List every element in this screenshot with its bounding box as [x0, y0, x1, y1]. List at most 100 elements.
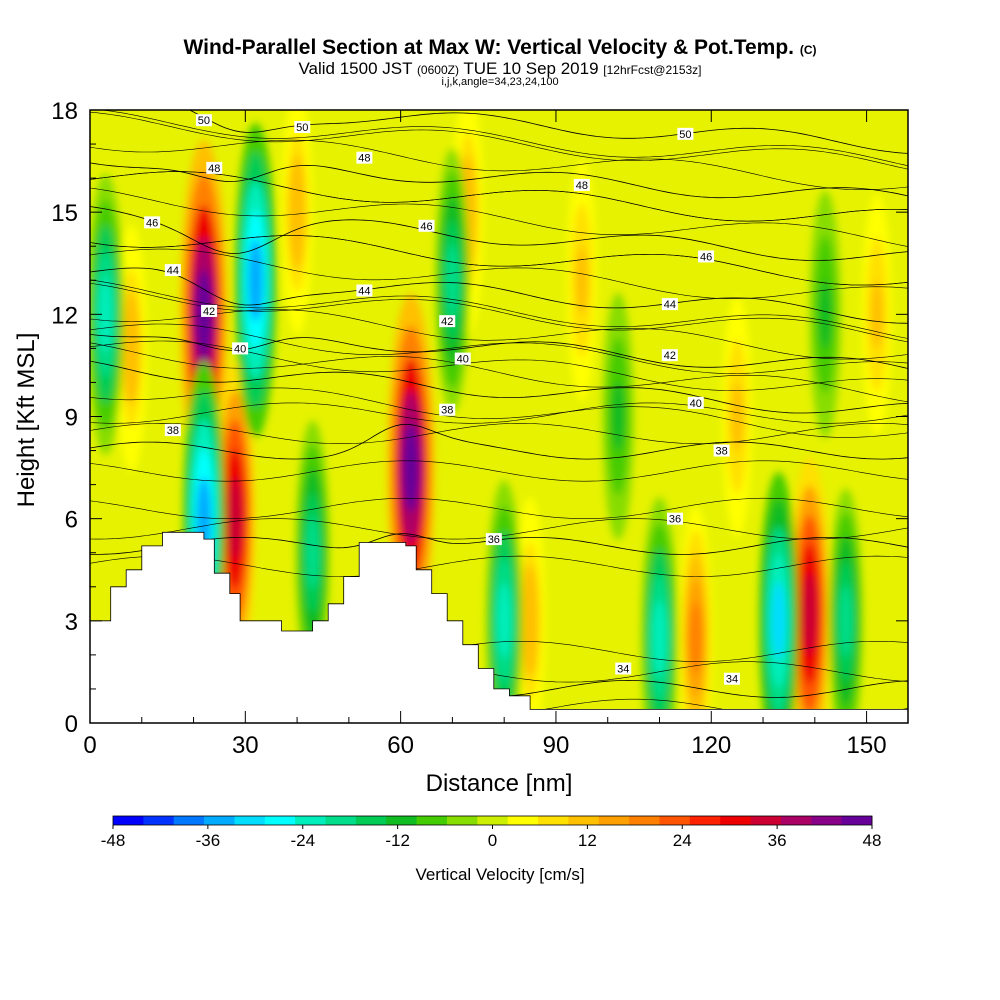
x-tick-label: 30 — [232, 732, 259, 759]
isentrope-label-text: 40 — [234, 343, 246, 355]
updraft-cell — [802, 572, 818, 656]
isentrope-label-text: 34 — [617, 664, 629, 676]
y-tick-label: 15 — [51, 200, 78, 227]
isentrope-label-text: 46 — [700, 251, 712, 263]
updraft-cell — [689, 601, 703, 674]
colorbar-label: -36 — [196, 831, 221, 850]
isentrope-label-text: 36 — [669, 514, 681, 526]
isentrope-minor — [90, 279, 908, 339]
colorbar-swatch — [355, 816, 387, 825]
isentrope-label-text: 44 — [664, 299, 676, 311]
y-tick-label: 18 — [51, 98, 78, 125]
isentrope-label-text: 38 — [167, 425, 179, 437]
colorbar-title: Vertical Velocity [cm/s] — [415, 865, 584, 884]
colorbar-swatch — [720, 816, 751, 825]
updraft-cell — [575, 246, 589, 315]
isentrope-minor — [90, 555, 908, 577]
x-tick-label: 60 — [387, 732, 414, 759]
isentrope-minor — [90, 460, 908, 482]
colorbar-swatch — [264, 816, 296, 825]
chart-indices: i,j,k,angle=34,23,24,100 — [441, 76, 559, 88]
isentrope-label-text: 36 — [488, 534, 500, 546]
isentrope-label-text: 42 — [441, 316, 453, 328]
downdraft-cell — [98, 276, 113, 353]
isentrope-minor — [90, 111, 908, 170]
isentrope-label-text: 40 — [457, 354, 469, 366]
isentrope-label: 44 — [164, 264, 181, 277]
downdraft-cell — [497, 583, 512, 659]
isentrope-minor — [90, 171, 908, 222]
isentrope-label: 38 — [164, 424, 181, 437]
x-tick-label: 120 — [691, 732, 731, 759]
y-axis-label: Height [Kft MSL] — [13, 333, 40, 508]
y-tick-label: 3 — [65, 609, 78, 636]
isentrope-label-text: 50 — [198, 115, 210, 127]
terrain-mask — [90, 531, 908, 723]
isentrope-label-text: 50 — [296, 122, 308, 134]
isentrope-label-text: 46 — [146, 217, 158, 229]
isentrope-minor — [90, 283, 908, 343]
isentrope-label-text: 46 — [420, 221, 432, 233]
downdraft-cell — [652, 600, 667, 676]
y-tick-label: 9 — [65, 405, 78, 432]
colorbar-swatch — [446, 816, 478, 825]
isentrope-minor — [90, 497, 908, 520]
colorbar-swatch — [325, 816, 357, 825]
isentrope-labels: 50 50 50 48 48 48 46 46 46 44 44 44 42 42 42 40 40 40 38 38… — [144, 114, 740, 686]
downdraft-cell — [306, 516, 320, 589]
colorbar-swatch — [538, 816, 569, 825]
isentrope-minor — [90, 422, 908, 444]
isentrope-label: 44 — [356, 284, 373, 297]
colorbar: -48 -36 -24 -12 0 12 24 36 48 — [101, 815, 882, 850]
isentrope-44 — [90, 267, 908, 324]
isentrope-label-text: 48 — [358, 153, 370, 165]
isentrope-label: 40 — [232, 342, 249, 355]
isentrope-label-text: 40 — [690, 398, 702, 410]
downdraft-cell — [771, 581, 786, 661]
colorbar-label: 0 — [488, 831, 497, 850]
x-tick-label: 90 — [543, 732, 570, 759]
isentrope-label: 40 — [687, 396, 704, 410]
downdraft-cell — [248, 239, 264, 322]
isentrope-label: 40 — [454, 352, 471, 366]
colorbar-label: 36 — [768, 831, 787, 850]
isentrope-label-text: 48 — [208, 163, 220, 175]
x-tick-label: 0 — [83, 732, 96, 759]
isentrope-label-text: 42 — [664, 350, 676, 362]
colorbar-swatch — [659, 816, 691, 825]
colorbar-label: 48 — [863, 831, 882, 850]
isentrope-minor — [90, 402, 908, 424]
isentrope-label-text: 42 — [203, 306, 215, 318]
isentrope-label-text: 44 — [167, 265, 179, 277]
x-axis-label: Distance [nm] — [426, 770, 573, 797]
colorbar-swatch — [204, 816, 235, 825]
isentrope-label: 46 — [698, 250, 715, 263]
isentrope-label-text: 38 — [441, 405, 453, 417]
downdraft-cell — [611, 382, 625, 451]
colorbar-swatch — [689, 816, 721, 825]
isentrope-minor — [99, 110, 908, 167]
x-tick-label: 150 — [847, 732, 887, 759]
isentrope-label-text: 38 — [715, 446, 727, 458]
isentrope-40 — [90, 360, 908, 414]
isentrope-label: 38 — [713, 444, 730, 458]
colorbar-swatch — [143, 816, 175, 825]
isentrope-label: 50 — [294, 121, 311, 134]
colorbar-label: 24 — [673, 831, 692, 850]
colorbar-swatch — [598, 816, 630, 825]
downdraft-cell — [839, 584, 853, 657]
colorbar-swatch — [295, 816, 326, 825]
colorbar-swatch — [507, 816, 539, 825]
updraft-cell — [523, 586, 537, 656]
isentrope-minor — [90, 323, 908, 374]
isentrope-label-text: 50 — [679, 129, 691, 141]
colorbar-swatch — [750, 816, 782, 825]
downdraft-cell — [445, 244, 459, 317]
isentrope-label: 48 — [206, 161, 223, 175]
colorbar-swatch — [780, 816, 812, 825]
updraft-cell — [125, 314, 138, 383]
isentrope-minor — [90, 309, 908, 360]
colorbar-swatch — [811, 816, 843, 825]
isentrope-label: 38 — [439, 403, 456, 417]
